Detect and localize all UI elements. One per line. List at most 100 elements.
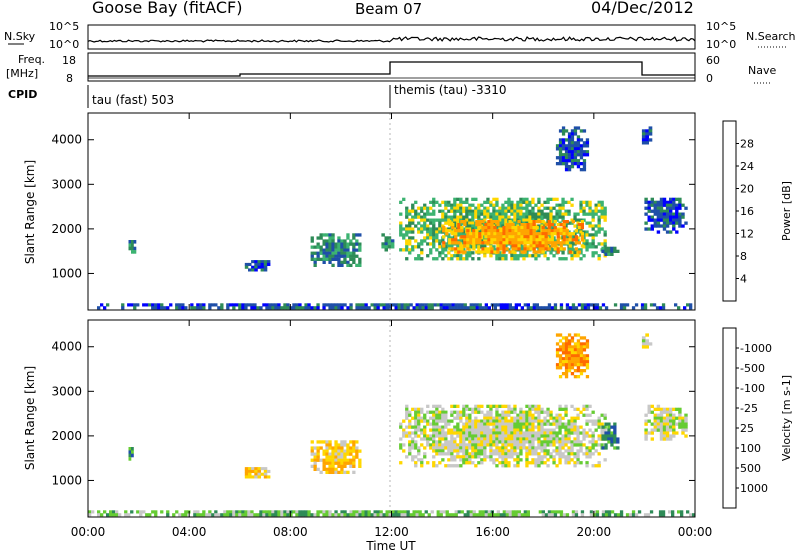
scatter-cell bbox=[475, 513, 479, 517]
scatter-cell bbox=[417, 419, 421, 423]
scatter-cell bbox=[591, 251, 595, 255]
scatter-cell bbox=[555, 162, 560, 166]
scatter-cell bbox=[564, 345, 569, 349]
scatter-cell bbox=[662, 209, 667, 213]
scatter-cell bbox=[483, 440, 487, 444]
scatter-cell bbox=[513, 206, 517, 210]
scatter-cell bbox=[559, 513, 564, 517]
scatter-cell bbox=[358, 233, 362, 237]
scatter-cell bbox=[331, 446, 335, 450]
scatter-cell bbox=[604, 510, 609, 514]
scatter-cell bbox=[543, 443, 547, 447]
scatter-cell bbox=[567, 354, 572, 358]
scatter-cell bbox=[316, 303, 320, 307]
scatter-cell bbox=[346, 260, 350, 264]
scatter-cell bbox=[151, 510, 155, 514]
scatter-cell bbox=[253, 303, 257, 307]
scatter-cell bbox=[659, 206, 664, 210]
scatter-cell bbox=[483, 428, 487, 432]
scatter-cell bbox=[510, 455, 514, 459]
scatter-cell bbox=[435, 407, 439, 411]
scatter-cell bbox=[558, 153, 563, 157]
scatter-cell bbox=[478, 223, 482, 227]
scatter-cell bbox=[178, 303, 182, 307]
scatter-cell bbox=[562, 247, 566, 251]
station-title: Goose Bay (fitACF) bbox=[92, 0, 243, 17]
scatter-cell bbox=[417, 410, 421, 414]
scatter-cell bbox=[313, 251, 317, 255]
scatter-cell bbox=[355, 513, 359, 517]
scatter-cell bbox=[493, 226, 497, 230]
scatter-cell bbox=[525, 200, 529, 204]
scatter-cell bbox=[544, 223, 548, 227]
scatter-cell bbox=[328, 458, 332, 462]
scatter-cell bbox=[471, 431, 475, 435]
scatter-cell bbox=[402, 233, 406, 237]
scatter-cell bbox=[451, 303, 455, 307]
scatter-cell bbox=[319, 470, 323, 474]
scatter-cell bbox=[669, 422, 673, 426]
scatter-cell bbox=[358, 449, 362, 453]
scatter-cell bbox=[579, 153, 584, 157]
scatter-cell bbox=[417, 428, 421, 432]
scatter-cell bbox=[343, 257, 347, 261]
scatter-cell bbox=[352, 458, 356, 462]
scatter-cell bbox=[229, 513, 233, 517]
scatter-cell bbox=[662, 227, 667, 231]
scatter-cell bbox=[573, 251, 577, 255]
scatter-cell bbox=[591, 254, 595, 258]
scatter-cell bbox=[505, 306, 509, 310]
scatter-cell bbox=[582, 431, 586, 435]
scatter-cell bbox=[528, 419, 532, 423]
scatter-cell bbox=[519, 416, 523, 420]
scatter-cell bbox=[498, 254, 502, 258]
scatter-cell bbox=[280, 510, 284, 514]
scatter-cell bbox=[402, 236, 406, 240]
scatter-cell bbox=[576, 366, 581, 370]
scatter-cell bbox=[322, 242, 326, 246]
scatter-cell bbox=[128, 447, 132, 451]
colorbar-tick-label: -1000 bbox=[740, 342, 772, 355]
scatter-cell bbox=[260, 265, 265, 269]
scatter-cell bbox=[540, 446, 544, 450]
scatter-cell bbox=[564, 437, 568, 441]
scatter-cell bbox=[519, 254, 523, 258]
scatter-cell bbox=[384, 245, 388, 249]
scatter-cell bbox=[640, 306, 645, 310]
scatter-cell bbox=[274, 303, 278, 307]
scatter-cell bbox=[397, 513, 401, 517]
scatter-cell bbox=[570, 203, 574, 207]
scatter-cell bbox=[340, 464, 344, 468]
colorbar-tick-label: 12 bbox=[740, 228, 754, 241]
scatter-cell bbox=[248, 467, 252, 471]
scatter-cell bbox=[661, 513, 666, 517]
scatter-cell bbox=[322, 306, 326, 310]
scatter-cell bbox=[619, 513, 624, 517]
scatter-cell bbox=[610, 249, 614, 253]
scatter-cell bbox=[334, 254, 338, 258]
scatter-cell bbox=[513, 215, 517, 219]
scatter-cell bbox=[507, 461, 511, 465]
scatter-cell bbox=[588, 224, 592, 228]
scatter-cell bbox=[531, 419, 535, 423]
scatter-cell bbox=[647, 431, 651, 435]
scatter-cell bbox=[466, 513, 470, 517]
scatter-cell bbox=[644, 434, 648, 438]
scatter-cell bbox=[588, 428, 592, 432]
scatter-cell bbox=[567, 339, 572, 343]
scatter-cell bbox=[423, 452, 427, 456]
scatter-cell bbox=[286, 513, 290, 517]
scatter-cell bbox=[310, 251, 314, 255]
scatter-cell bbox=[516, 254, 520, 258]
scatter-cell bbox=[643, 306, 648, 310]
scatter-cell bbox=[251, 469, 255, 473]
scatter-cell bbox=[346, 449, 350, 453]
scatter-cell bbox=[441, 200, 445, 204]
scatter-cell bbox=[462, 461, 466, 465]
scatter-cell bbox=[373, 303, 377, 307]
scatter-cell bbox=[457, 241, 461, 245]
scatter-cell bbox=[394, 510, 398, 514]
scatter-cell bbox=[669, 413, 673, 417]
scatter-cell bbox=[349, 461, 353, 465]
scatter-cell bbox=[492, 248, 496, 252]
